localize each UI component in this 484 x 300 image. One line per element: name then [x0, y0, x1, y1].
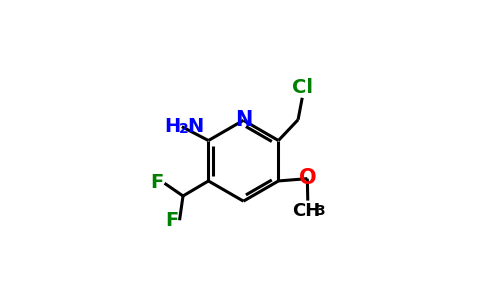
Text: N: N [188, 117, 204, 136]
Text: F: F [150, 173, 164, 192]
Text: CH: CH [292, 202, 321, 220]
Text: N: N [235, 110, 252, 130]
Text: H: H [165, 117, 181, 136]
Text: 3: 3 [316, 204, 325, 218]
Text: O: O [299, 168, 316, 188]
Text: F: F [165, 212, 179, 230]
Text: Cl: Cl [292, 78, 313, 97]
Text: 2: 2 [179, 122, 189, 136]
